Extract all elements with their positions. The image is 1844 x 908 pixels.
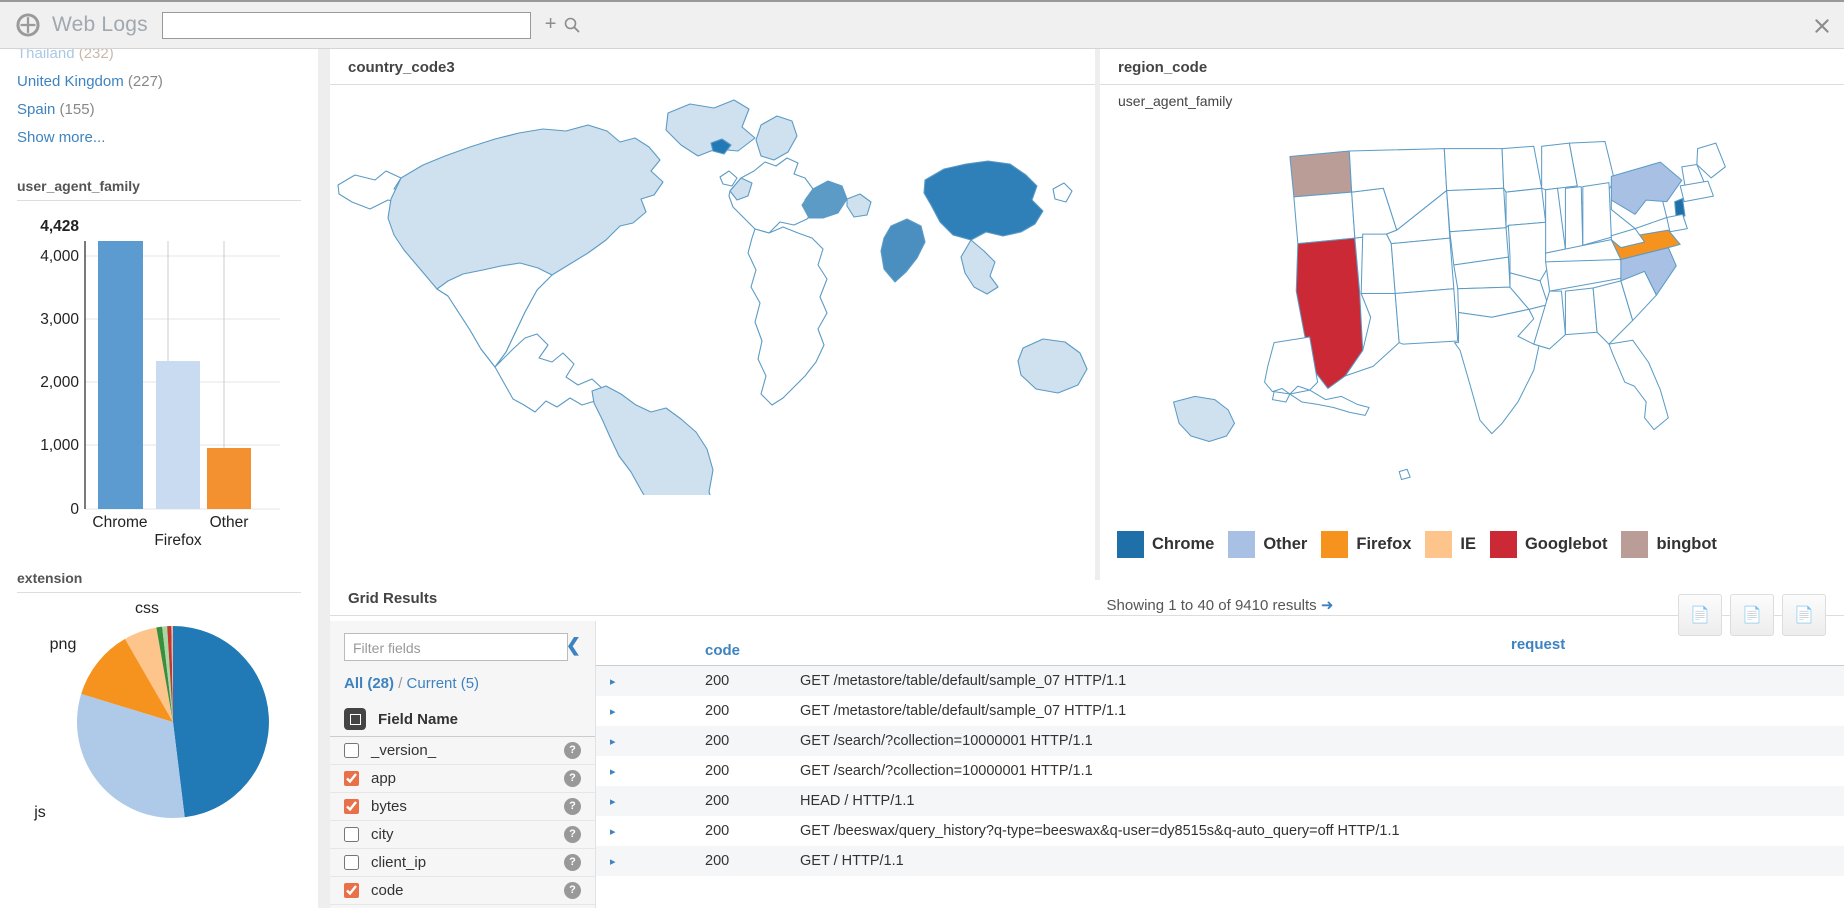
svg-text:Other: Other xyxy=(210,514,249,531)
svg-text:css: css xyxy=(135,600,159,617)
svg-text:Firefox: Firefox xyxy=(154,532,202,546)
svg-text:2,000: 2,000 xyxy=(40,374,79,391)
svg-text:4,428: 4,428 xyxy=(40,218,79,235)
svg-text:js: js xyxy=(33,804,46,821)
svg-text:3,000: 3,000 xyxy=(40,311,79,328)
svg-text:1,000: 1,000 xyxy=(40,437,79,454)
svg-text:4,000: 4,000 xyxy=(40,248,79,265)
svg-text:0: 0 xyxy=(70,501,79,518)
svg-text:png: png xyxy=(50,636,77,653)
svg-text:Chrome: Chrome xyxy=(92,514,147,531)
